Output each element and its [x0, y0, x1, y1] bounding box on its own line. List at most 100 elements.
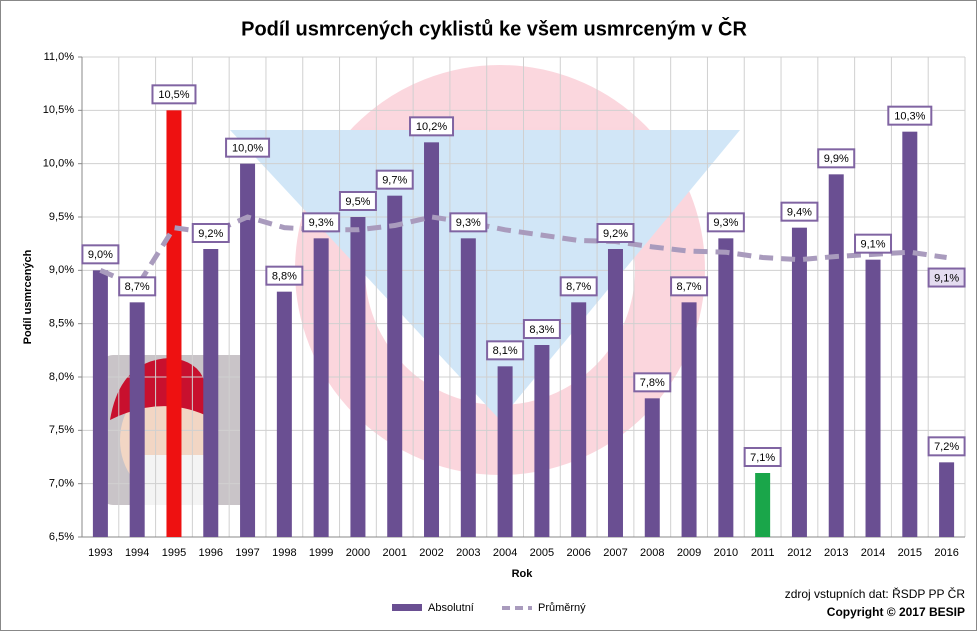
- legend-swatch: [392, 604, 422, 611]
- copyright-note: Copyright © 2017 BESIP: [827, 605, 965, 619]
- data-label: 8,1%: [493, 345, 518, 357]
- bar: [92, 270, 108, 537]
- y-tick-label: 8,0%: [49, 371, 74, 383]
- y-tick-label: 9,5%: [49, 211, 74, 223]
- bar: [571, 302, 587, 537]
- data-label: 9,2%: [603, 228, 628, 240]
- bar: [240, 163, 256, 537]
- data-label-box: [596, 223, 635, 243]
- bar: [939, 462, 955, 537]
- x-tick-label: 2000: [346, 547, 370, 559]
- data-label-box: [887, 105, 933, 126]
- x-axis-title: Rok: [512, 568, 534, 580]
- bar: [681, 302, 697, 537]
- data-label: 7,8%: [640, 377, 665, 389]
- average-line: [99, 214, 947, 290]
- x-tick-label: 2016: [934, 547, 958, 559]
- x-tick-label: 2013: [824, 547, 848, 559]
- x-tick-label: 1993: [88, 547, 112, 559]
- data-label-box: [817, 148, 856, 169]
- x-tick-label: 2009: [677, 547, 701, 559]
- x-tick-label: 2008: [640, 547, 664, 559]
- data-label-box: [780, 201, 819, 222]
- y-tick-label: 6,5%: [49, 531, 74, 543]
- bar: [644, 398, 660, 537]
- data-label-box: [633, 372, 672, 393]
- data-label: 10,2%: [416, 121, 447, 133]
- data-label-box: [486, 340, 525, 361]
- data-label-box: [706, 212, 745, 233]
- y-tick-label: 7,5%: [49, 424, 74, 436]
- data-label-box: [265, 265, 304, 286]
- data-label: 8,7%: [125, 281, 150, 293]
- bar: [534, 345, 550, 537]
- x-tick-label: 2001: [382, 547, 406, 559]
- data-label: 9,1%: [860, 239, 885, 251]
- data-label: 9,9%: [824, 153, 849, 165]
- data-label: 10,0%: [232, 143, 263, 155]
- data-label-box: [854, 233, 893, 254]
- data-label: 10,3%: [894, 111, 925, 123]
- data-label-box: [191, 223, 230, 243]
- data-label: 7,1%: [750, 452, 775, 464]
- x-tick-label: 2006: [566, 547, 590, 559]
- x-tick-label: 2002: [419, 547, 443, 559]
- bar: [313, 238, 329, 538]
- data-label: 9,3%: [456, 217, 481, 229]
- source-note: zdroj vstupních dat: ŘSDP PP ČR: [785, 586, 966, 601]
- data-label-box: [449, 212, 488, 233]
- y-axis-title: Podíl usmrcených: [22, 249, 34, 344]
- x-tick-label: 1998: [272, 547, 296, 559]
- data-label-box: [927, 436, 966, 457]
- bar: [460, 238, 476, 538]
- data-label-box: [302, 212, 341, 233]
- data-label-box: [151, 84, 197, 105]
- bar: [791, 227, 807, 537]
- x-tick-label: 2003: [456, 547, 480, 559]
- x-tick-label: 2014: [861, 547, 885, 559]
- bar: [607, 249, 623, 537]
- bar: [865, 259, 881, 537]
- data-label: 7,2%: [934, 441, 959, 453]
- y-tick-label: 8,5%: [49, 318, 74, 330]
- y-tick-label: 11,0%: [44, 51, 75, 63]
- data-label-box: [375, 169, 414, 190]
- data-label: 9,2%: [198, 228, 223, 240]
- bar: [203, 249, 219, 537]
- data-label-box: [559, 276, 598, 297]
- data-label-box: [743, 447, 782, 467]
- data-label: 8,8%: [272, 271, 297, 283]
- data-label-box: [522, 319, 561, 339]
- x-tick-label: 2005: [530, 547, 554, 559]
- bar: [902, 131, 918, 537]
- x-tick-label: 2015: [898, 547, 922, 559]
- bar: [350, 217, 366, 537]
- average-label-box: [927, 267, 966, 288]
- data-label: 9,3%: [713, 217, 738, 229]
- legend-label: Průměrný: [538, 602, 586, 614]
- x-tick-label: 1995: [162, 547, 186, 559]
- x-tick-label: 1996: [199, 547, 223, 559]
- data-label: 9,3%: [309, 217, 334, 229]
- data-label: 9,7%: [382, 175, 407, 187]
- x-tick-label: 2011: [751, 547, 775, 559]
- bar: [166, 110, 182, 537]
- data-label: 9,5%: [345, 196, 370, 208]
- y-tick-label: 10,5%: [43, 104, 74, 116]
- bar: [718, 238, 734, 538]
- bar: [755, 473, 771, 537]
- x-tick-label: 2012: [787, 547, 811, 559]
- data-label-box: [670, 276, 709, 297]
- data-label: 8,7%: [566, 281, 591, 293]
- data-label: 9,0%: [88, 249, 113, 261]
- data-label: 8,3%: [529, 324, 554, 336]
- x-tick-label: 2004: [493, 547, 517, 559]
- x-tick-label: 2007: [603, 547, 627, 559]
- x-tick-label: 1997: [235, 547, 259, 559]
- data-label-box: [118, 276, 157, 297]
- x-tick-label: 1994: [125, 547, 149, 559]
- x-tick-label: 2010: [714, 547, 738, 559]
- y-tick-label: 9,0%: [49, 264, 74, 276]
